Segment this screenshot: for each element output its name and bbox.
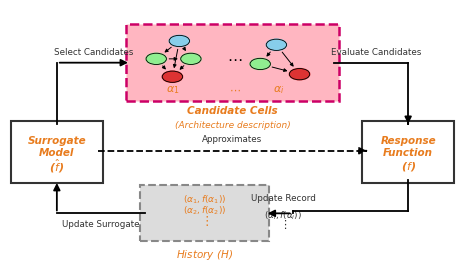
Circle shape bbox=[266, 39, 286, 50]
Text: Response: Response bbox=[380, 136, 436, 145]
Text: History ($H$): History ($H$) bbox=[176, 248, 233, 262]
FancyBboxPatch shape bbox=[11, 121, 103, 183]
Text: Select Candidates: Select Candidates bbox=[54, 48, 133, 57]
Text: $\cdots$: $\cdots$ bbox=[227, 51, 243, 66]
Text: $(\alpha_1, f(\alpha_1))$: $(\alpha_1, f(\alpha_1))$ bbox=[183, 193, 226, 206]
Text: Model: Model bbox=[39, 148, 74, 158]
FancyBboxPatch shape bbox=[140, 185, 270, 241]
Text: (Architecture description): (Architecture description) bbox=[175, 121, 290, 130]
Text: Update Surrogate: Update Surrogate bbox=[62, 220, 140, 229]
Circle shape bbox=[169, 35, 190, 47]
Circle shape bbox=[181, 53, 201, 64]
FancyBboxPatch shape bbox=[362, 121, 454, 183]
Text: Function: Function bbox=[383, 148, 433, 158]
Circle shape bbox=[250, 58, 271, 70]
Circle shape bbox=[146, 53, 166, 64]
Circle shape bbox=[162, 71, 183, 82]
Text: $\alpha_1$: $\alpha_1$ bbox=[166, 84, 179, 96]
Text: Update Record: Update Record bbox=[251, 194, 316, 203]
Text: $\cdots$: $\cdots$ bbox=[229, 84, 241, 94]
Text: ($f$): ($f$) bbox=[401, 160, 416, 173]
Text: $(\alpha_i, f(\alpha_i))$: $(\alpha_i, f(\alpha_i))$ bbox=[265, 210, 302, 222]
FancyBboxPatch shape bbox=[126, 24, 339, 101]
Text: $\vdots$: $\vdots$ bbox=[279, 218, 287, 231]
Text: ($\hat{f}$): ($\hat{f}$) bbox=[49, 157, 64, 175]
Text: Surrogate: Surrogate bbox=[27, 136, 86, 145]
Text: Approximates: Approximates bbox=[202, 135, 263, 144]
Text: $\vdots$: $\vdots$ bbox=[200, 214, 209, 228]
Text: Candidate Cells: Candidate Cells bbox=[187, 106, 278, 116]
Circle shape bbox=[289, 69, 310, 80]
Text: $(\alpha_2, f(\alpha_2))$: $(\alpha_2, f(\alpha_2))$ bbox=[183, 205, 226, 217]
Text: Evaluate Candidates: Evaluate Candidates bbox=[331, 48, 421, 57]
Text: $\alpha_i$: $\alpha_i$ bbox=[273, 84, 285, 96]
